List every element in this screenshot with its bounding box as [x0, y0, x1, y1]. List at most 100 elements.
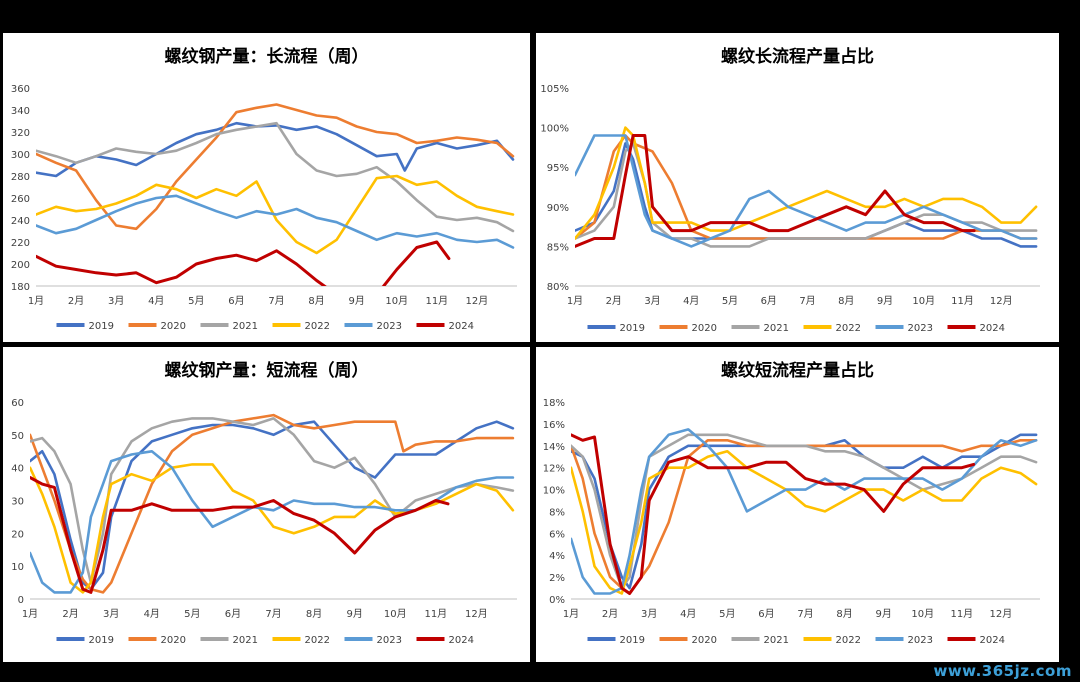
- x-tick-label: 8月: [308, 295, 324, 307]
- x-tick-label: 6月: [228, 295, 244, 307]
- x-tick-label: 7月: [268, 295, 284, 307]
- x-tick-label: 3月: [103, 608, 119, 620]
- y-tick-label: 16%: [543, 420, 565, 431]
- series-line-2023: [36, 194, 515, 249]
- y-tick-label: 60: [11, 398, 24, 409]
- y-tick-label: 280: [11, 172, 30, 183]
- x-tick-label: 4月: [680, 608, 696, 620]
- series-line-2024: [571, 433, 976, 595]
- x-tick-label: 11月: [425, 295, 448, 307]
- x-tick-label: 4月: [148, 295, 164, 307]
- y-tick-label: 220: [11, 238, 30, 249]
- x-tick-label: 10月: [911, 608, 934, 620]
- x-tick-label: 5月: [719, 608, 735, 620]
- series-line-2024: [36, 240, 451, 286]
- legend-label-2024: 2024: [980, 323, 1005, 334]
- legend-label-2019: 2019: [89, 635, 114, 646]
- chart-panel-long-process-output: 螺纹钢产量：长流程（周） 180 200 220 240 260 280 300 320 340 3…: [3, 33, 530, 342]
- x-tick-label: 4月: [683, 295, 699, 307]
- x-tick-label: 12月: [990, 295, 1013, 307]
- series-line-2019: [30, 420, 515, 591]
- chart-panel-long-process-share: 螺纹长流程产量占比 80% 85% 90% 95% 100% 105% 1月 2月 3月 4月 5月 6…: [536, 33, 1059, 342]
- series-line-2023: [575, 134, 1038, 248]
- legend-label-2024: 2024: [449, 635, 474, 646]
- x-tick-label: 10月: [912, 295, 935, 307]
- x-tick-label: 8月: [836, 608, 852, 620]
- legend-label-2020: 2020: [161, 635, 186, 646]
- x-tick-label: 1月: [567, 295, 583, 307]
- legend-label-2019: 2019: [620, 635, 645, 646]
- legend-label-2019: 2019: [620, 323, 645, 334]
- series-line-2024: [575, 134, 976, 248]
- chart-long-process-share: 螺纹长流程产量占比 80% 85% 90% 95% 100% 105% 1月 2月 3月 4月 5月 6…: [540, 46, 1040, 334]
- chart-short-process-output: 螺纹钢产量：短流程（周） 0 10 20 30 40 50 60 1月 2月 3月 4月 5月 6月 7月 8…: [11, 360, 517, 646]
- y-tick-label: 320: [11, 128, 30, 139]
- x-tick-label: 6月: [225, 608, 241, 620]
- series-line-2019: [36, 121, 515, 178]
- x-tick-label: 9月: [348, 295, 364, 307]
- y-tick-label: 14%: [543, 442, 565, 453]
- y-tick-label: 240: [11, 216, 30, 227]
- plot-area: [36, 103, 515, 286]
- x-tick-label: 11月: [951, 295, 974, 307]
- chart-long-process-output: 螺纹钢产量：长流程（周） 180 200 220 240 260 280 300 320 340 3…: [11, 46, 517, 332]
- series-line-2022: [36, 174, 515, 255]
- x-tick-label: 9月: [346, 608, 362, 620]
- y-tick-label: 300: [11, 150, 30, 161]
- legend-label-2023: 2023: [908, 323, 933, 334]
- y-tick-label: 10: [11, 562, 24, 573]
- legend-label-2019: 2019: [89, 321, 114, 332]
- y-tick-label: 2%: [549, 573, 565, 584]
- x-tick-label: 8月: [838, 295, 854, 307]
- x-tick-label: 1月: [563, 608, 579, 620]
- y-tick-label: 8%: [549, 507, 565, 518]
- legend-label-2020: 2020: [692, 323, 717, 334]
- legend-label-2022: 2022: [305, 635, 330, 646]
- x-tick-label: 1月: [28, 295, 44, 307]
- x-tick-label: 3月: [641, 608, 657, 620]
- chart-title: 螺纹钢产量：长流程（周）: [165, 46, 369, 67]
- y-tick-label: 260: [11, 194, 30, 205]
- series-line-2023: [571, 428, 1038, 595]
- legend-label-2020: 2020: [692, 635, 717, 646]
- y-tick-label: 50: [11, 431, 24, 442]
- x-tick-label: 10月: [385, 295, 408, 307]
- chart-short-process-share: 螺纹短流程产量占比 0% 2% 4% 6% 8% 10% 12% 14% 16% 18% 1月 2月 3月…: [543, 360, 1040, 646]
- y-tick-label: 6%: [549, 529, 565, 540]
- x-tick-label: 6月: [758, 608, 774, 620]
- series-line-2020: [36, 103, 515, 231]
- y-tick-label: 0%: [549, 595, 565, 606]
- legend-label-2024: 2024: [449, 321, 474, 332]
- x-tick-label: 3月: [644, 295, 660, 307]
- y-tick-label: 105%: [540, 84, 569, 95]
- y-tick-label: 20: [11, 529, 24, 540]
- x-tick-label: 12月: [465, 608, 488, 620]
- chart-title: 螺纹钢产量：短流程（周）: [165, 360, 369, 381]
- chart-title: 螺纹长流程产量占比: [721, 46, 874, 67]
- y-tick-label: 30: [11, 497, 24, 508]
- plot-area: [571, 428, 1038, 595]
- y-tick-label: 360: [11, 84, 30, 95]
- y-tick-label: 40: [11, 464, 24, 475]
- chart-title: 螺纹短流程产量占比: [721, 360, 874, 381]
- y-tick-label: 200: [11, 260, 30, 271]
- legend-label-2021: 2021: [233, 635, 258, 646]
- x-tick-label: 7月: [799, 295, 815, 307]
- plot-area: [30, 413, 515, 594]
- x-tick-label: 10月: [384, 608, 407, 620]
- x-tick-label: 2月: [62, 608, 78, 620]
- series-line-2021: [30, 417, 515, 584]
- y-tick-label: 18%: [543, 398, 565, 409]
- x-tick-label: 9月: [877, 295, 893, 307]
- y-tick-label: 340: [11, 106, 30, 117]
- legend-label-2022: 2022: [836, 323, 861, 334]
- x-tick-label: 11月: [950, 608, 973, 620]
- x-tick-label: 4月: [144, 608, 160, 620]
- plot-area: [575, 126, 1038, 248]
- y-tick-label: 10%: [543, 486, 565, 497]
- y-tick-label: 12%: [543, 464, 565, 475]
- x-tick-label: 5月: [184, 608, 200, 620]
- legend-label-2022: 2022: [836, 635, 861, 646]
- y-tick-label: 4%: [549, 551, 565, 562]
- series-line-2021: [36, 121, 515, 233]
